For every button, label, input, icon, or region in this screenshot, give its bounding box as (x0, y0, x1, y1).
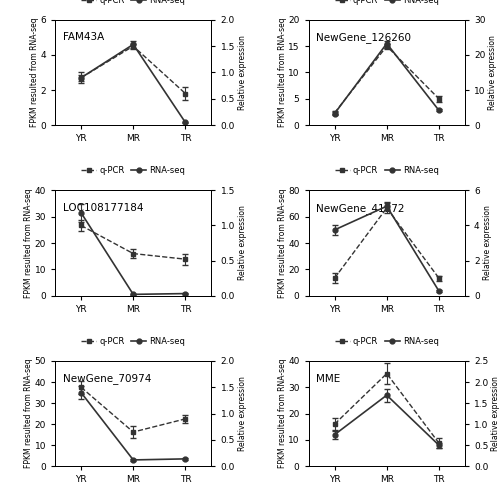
Y-axis label: Relative expression: Relative expression (482, 206, 492, 280)
Y-axis label: FPKM resulted from RNA-seq: FPKM resulted from RNA-seq (24, 188, 33, 298)
Text: MME: MME (316, 373, 340, 383)
Text: LOC108177184: LOC108177184 (63, 203, 144, 213)
Legend: q-PCR, RNA-seq: q-PCR, RNA-seq (331, 333, 442, 349)
Legend: q-PCR, RNA-seq: q-PCR, RNA-seq (78, 0, 189, 8)
Y-axis label: FPKM resulted from RNA-seq: FPKM resulted from RNA-seq (278, 188, 286, 298)
Y-axis label: FPKM resulted from RNA-seq: FPKM resulted from RNA-seq (278, 18, 286, 127)
Y-axis label: Relative expression: Relative expression (238, 376, 246, 451)
Text: FAM43A: FAM43A (63, 32, 104, 43)
Text: NewGene_41572: NewGene_41572 (316, 203, 405, 214)
Text: NewGene_70974: NewGene_70974 (63, 373, 151, 384)
Legend: q-PCR, RNA-seq: q-PCR, RNA-seq (78, 333, 189, 349)
Legend: q-PCR, RNA-seq: q-PCR, RNA-seq (331, 0, 442, 8)
Y-axis label: Relative expression: Relative expression (238, 35, 246, 110)
Text: NewGene_126260: NewGene_126260 (316, 32, 412, 43)
Y-axis label: Relative expression: Relative expression (491, 376, 500, 451)
Y-axis label: Relative expression: Relative expression (488, 35, 498, 110)
Y-axis label: Relative expression: Relative expression (238, 206, 246, 280)
Y-axis label: FPKM resulted from RNA-seq: FPKM resulted from RNA-seq (278, 359, 286, 468)
Y-axis label: FPKM resulted from RNA-seq: FPKM resulted from RNA-seq (24, 359, 33, 468)
Legend: q-PCR, RNA-seq: q-PCR, RNA-seq (78, 163, 189, 179)
Y-axis label: FPKM resulted from RNA-seq: FPKM resulted from RNA-seq (30, 18, 39, 127)
Legend: q-PCR, RNA-seq: q-PCR, RNA-seq (331, 163, 442, 179)
